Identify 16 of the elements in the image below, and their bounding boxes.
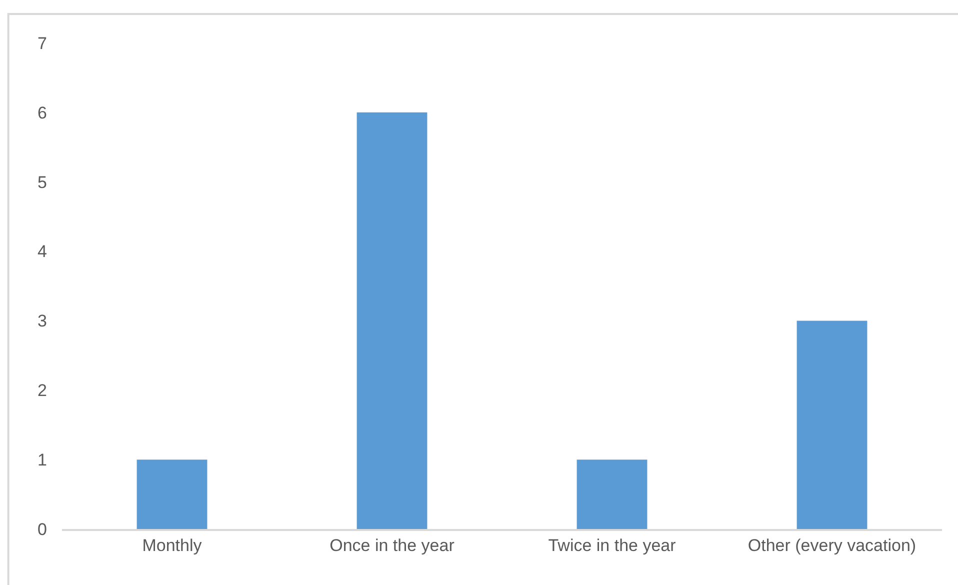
x-tick-label: Monthly (142, 536, 202, 556)
y-tick-label: 7 (38, 34, 47, 53)
bar (576, 460, 648, 529)
y-tick-label: 0 (38, 520, 47, 539)
bar (356, 112, 428, 529)
x-tick-label: Other (every vacation) (748, 536, 916, 556)
bar (136, 460, 208, 529)
x-tick-label: Twice in the year (548, 536, 676, 556)
bar (796, 320, 868, 529)
y-tick-label: 3 (38, 312, 47, 331)
x-tick-label: Once in the year (330, 536, 455, 556)
y-tick-label: 1 (38, 450, 47, 470)
y-tick-label: 4 (38, 242, 47, 262)
y-tick-label: 6 (38, 103, 47, 122)
y-tick-label: 2 (38, 381, 47, 400)
y-tick-label: 5 (38, 172, 47, 192)
